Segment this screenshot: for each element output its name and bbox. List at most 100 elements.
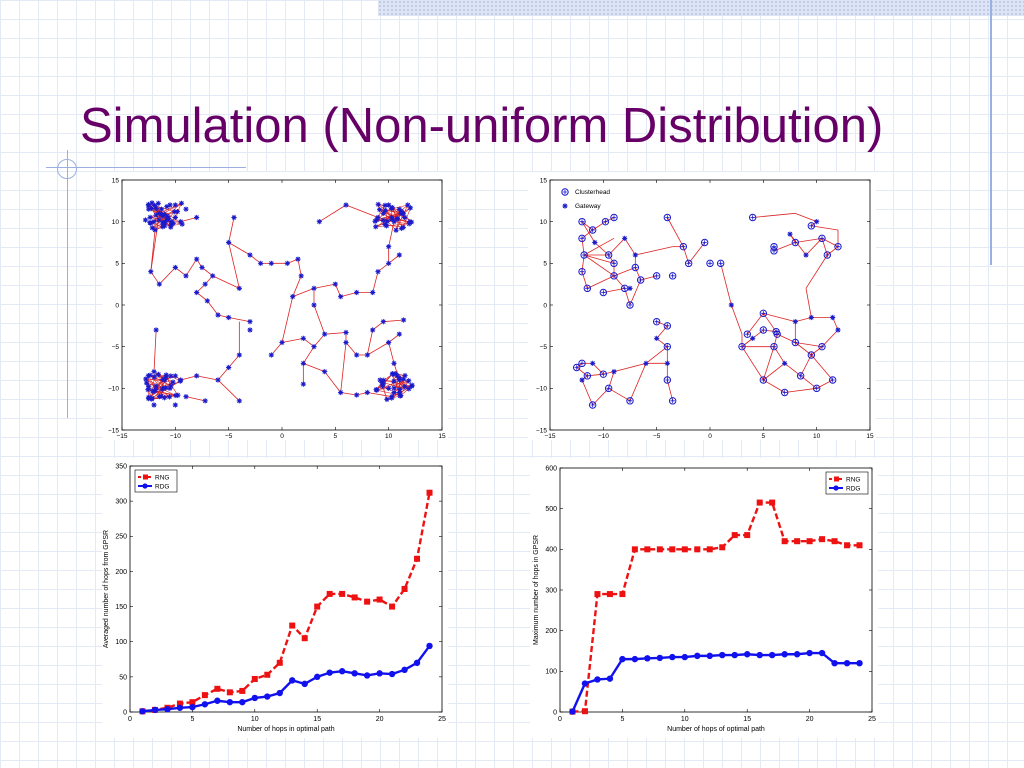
edge [587,275,615,289]
node [284,260,290,266]
node [380,210,386,216]
x-tick-label: 0 [280,433,284,440]
data-point-rng [856,542,863,549]
data-point-rdg [276,689,283,697]
clusterhead-node [834,242,842,251]
cluster-node [178,200,185,206]
cluster-node [393,371,399,377]
clusterhead-node [601,217,610,226]
edge [372,271,379,293]
y-tick-label: −10 [536,386,547,393]
clusterhead-node-cross [622,286,627,291]
node [391,219,397,225]
data-point-rng [581,708,588,715]
node [194,373,200,379]
data-point-rdg [806,649,813,657]
node [398,225,405,231]
data-point-rdg [201,701,209,708]
node [194,256,200,262]
edge [605,217,615,223]
edge [334,284,342,297]
clusterhead-node-cross [809,223,814,229]
edge [763,379,785,393]
data-point-rdg [569,708,576,715]
node [343,329,349,336]
data-point-rng [619,591,626,598]
node [401,317,407,323]
edge [324,332,347,335]
edge [581,221,593,231]
edge [784,387,817,393]
edge [795,317,812,323]
clusterhead-node-cross [814,386,819,391]
data-point-rng [844,542,851,549]
cluster-edge [393,380,409,389]
clusterhead-node-cross [718,261,723,266]
edge [656,321,668,327]
clusterhead-node-cross [627,302,633,308]
cluster-node [400,224,406,230]
node [396,206,402,212]
gateway-node [622,235,628,241]
edge [763,312,796,323]
cluster-node [409,383,415,389]
data-point-rdg [606,675,614,682]
clusterhead-node [743,330,752,338]
edge [773,242,796,252]
cluster-node [168,224,174,230]
clusterhead-node-cross [782,390,787,395]
cluster-node [145,201,152,208]
data-point-rdg [426,642,433,650]
edge [297,259,302,276]
y-axis-label: Maximum number of hops in GPSR [533,535,540,645]
clusterhead-node-cross [579,269,585,274]
cluster-node [153,205,159,211]
edge [150,229,156,272]
clusterhead-node-cross [750,215,755,220]
data-point-rdg [619,655,626,663]
edge [811,354,833,381]
y-tick-label: 15 [540,177,548,184]
cluster-node [398,392,404,399]
node [202,281,208,287]
node [153,212,159,218]
x-tick-label: −15 [116,433,127,440]
data-point-rdg [756,651,763,659]
node [215,312,221,318]
edge [576,367,588,377]
clusterhead-node [652,317,661,326]
data-point-rng [706,546,713,553]
data-point-rdg [818,649,826,657]
clusterhead-node [668,272,677,280]
edge [645,346,668,364]
data-point-rng [731,532,738,539]
clusterhead-node-cross [761,311,766,316]
clusterhead-node-cross [590,227,595,233]
data-point-rdg [151,706,159,714]
y-tick-label: 300 [115,499,127,506]
edge [581,379,594,406]
cluster-node [391,378,397,384]
data-point-rng [201,692,208,699]
data-point-rng [189,699,196,706]
cluster-node [160,224,166,230]
cluster-node [148,205,154,212]
edge [228,317,251,323]
clusterhead-node [626,397,634,405]
clusterhead-node [588,401,597,409]
edge [800,354,812,377]
clusterhead-node [780,388,789,397]
cluster-node [373,224,379,230]
y-tick-label: 200 [115,569,127,576]
gateway-node [792,319,798,325]
node [354,392,360,398]
data-point-rng [819,536,826,543]
node [396,377,402,383]
node [300,335,306,341]
gateway-node [787,231,793,237]
cluster-edge [147,385,157,390]
edge [228,242,251,256]
cluster-node [163,385,169,391]
edge [281,296,294,343]
gateway-node [803,252,809,258]
